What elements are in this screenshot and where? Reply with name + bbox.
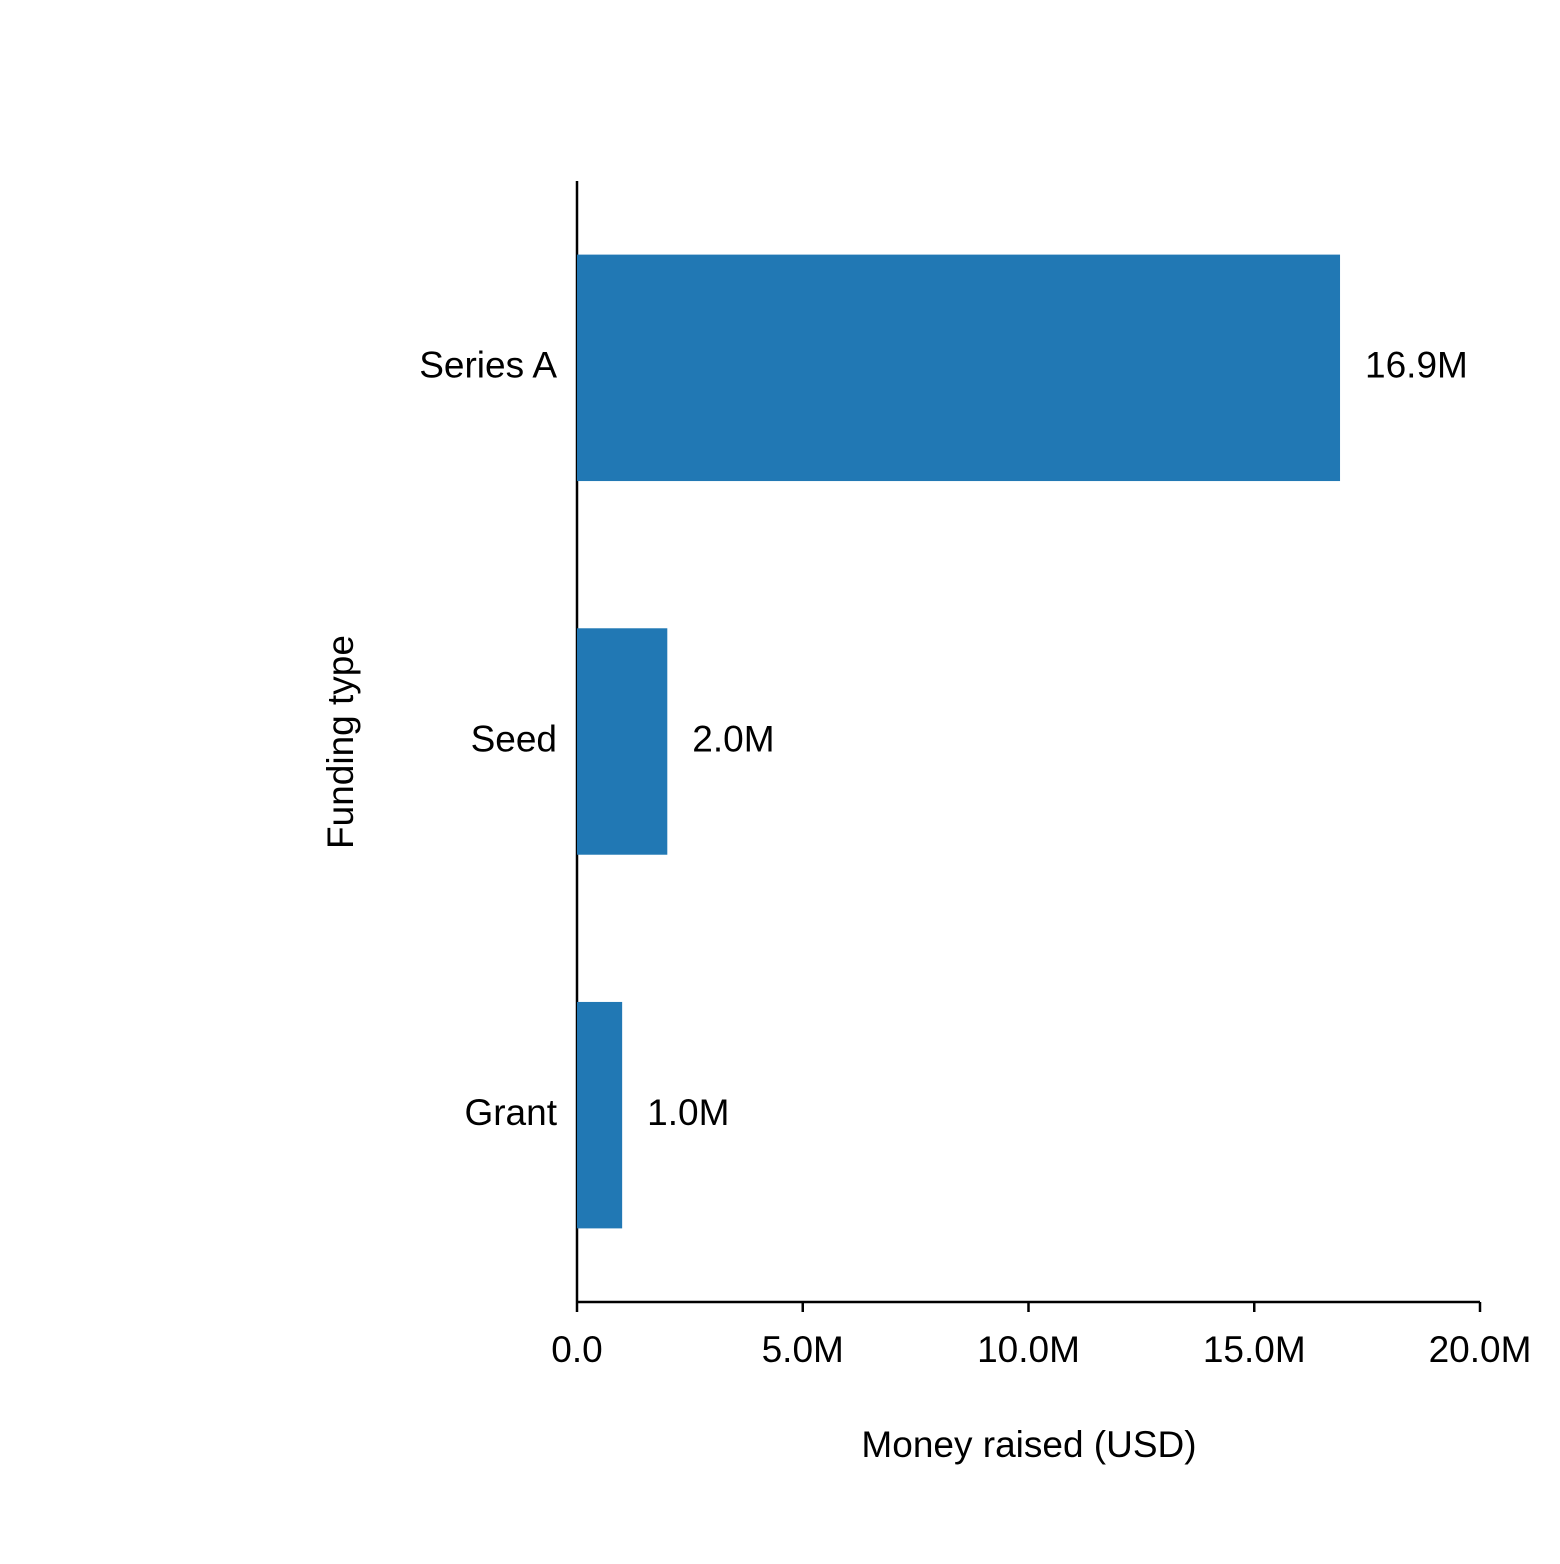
y-tick-label: Series A xyxy=(419,345,557,386)
x-tick-label: 15.0M xyxy=(1203,1329,1306,1370)
y-axis-title: Funding type xyxy=(320,635,361,849)
x-tick-label: 10.0M xyxy=(977,1329,1080,1370)
value-label: 16.9M xyxy=(1365,345,1468,386)
x-tick-label: 0.0 xyxy=(551,1329,602,1370)
x-axis-title: Money raised (USD) xyxy=(861,1424,1196,1465)
y-tick-label: Grant xyxy=(464,1092,557,1133)
bar xyxy=(577,1001,623,1229)
value-label: 2.0M xyxy=(692,718,774,759)
x-tick-label: 5.0M xyxy=(762,1329,844,1370)
y-tick-label: Seed xyxy=(471,718,557,759)
bar xyxy=(577,628,668,855)
x-tick-label: 20.0M xyxy=(1429,1329,1532,1370)
value-label: 1.0M xyxy=(647,1092,729,1133)
bar xyxy=(577,254,1341,482)
